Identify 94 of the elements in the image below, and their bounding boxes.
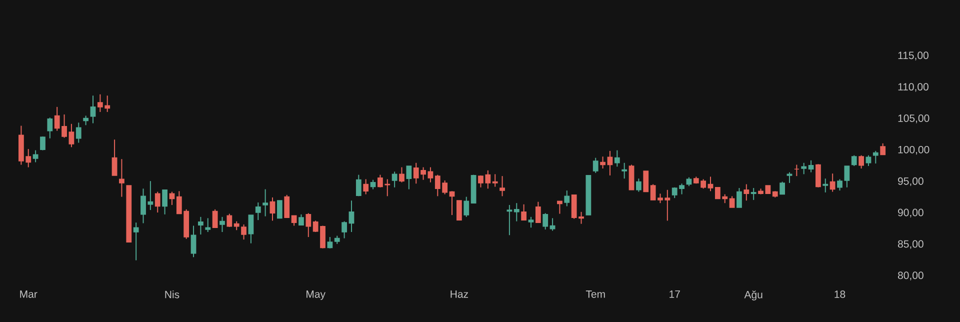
- candlestick: [356, 174, 362, 197]
- x-tick-label: 18: [834, 290, 846, 298]
- candlestick: [327, 236, 333, 249]
- candlestick: [370, 179, 376, 190]
- candlestick: [40, 136, 46, 151]
- x-tick-label: Mar: [20, 290, 38, 298]
- candlestick: [112, 139, 118, 176]
- candlestick: [564, 190, 570, 207]
- candlestick: [506, 204, 512, 236]
- candlestick: [348, 200, 354, 232]
- candlestick: [514, 202, 520, 222]
- candlestick: [83, 115, 89, 126]
- candlestick: [866, 154, 872, 166]
- candlestick: [262, 188, 268, 217]
- candlestick: [786, 172, 792, 184]
- candlestick: [342, 220, 348, 239]
- candlestick: [68, 123, 74, 148]
- candlestick: [32, 150, 38, 163]
- y-tick-label: 90,00: [898, 208, 924, 218]
- candlestick: [406, 166, 412, 190]
- candlestick: [729, 196, 735, 208]
- candlestick: [47, 117, 53, 139]
- candlestick: [550, 218, 556, 232]
- candlestick: [830, 173, 836, 192]
- candlestick: [607, 150, 613, 176]
- candlestick: [880, 142, 886, 156]
- x-tick-label: May: [306, 290, 326, 300]
- candlestick: [212, 208, 218, 228]
- candlestick: [750, 188, 756, 200]
- candlestick: [542, 212, 548, 230]
- y-tick-label: 95,00: [898, 177, 924, 186]
- candlestick: [858, 154, 864, 170]
- candlestick: [557, 200, 562, 214]
- candlestick: [248, 214, 254, 244]
- candlestick: [226, 213, 232, 228]
- candlestick: [306, 212, 312, 238]
- candlestick: [241, 224, 246, 240]
- candlestick: [614, 150, 620, 168]
- candlestick: [198, 216, 204, 236]
- candlestick: [808, 160, 814, 173]
- x-tick-label: Tem: [586, 290, 605, 298]
- candlestick: [622, 162, 628, 180]
- candlestick: [643, 170, 649, 192]
- candlestick: [399, 166, 404, 183]
- candlestick: [298, 214, 304, 226]
- candlestick: [736, 188, 742, 208]
- y-tick-label: 110,00: [898, 83, 928, 92]
- candlestick: [456, 200, 462, 220]
- candlestick: [270, 196, 276, 222]
- candlestick: [628, 164, 634, 190]
- candlestick: [822, 178, 828, 193]
- candlestick: [449, 190, 455, 216]
- candlestick: [392, 171, 398, 188]
- x-tick-label: Nis: [165, 290, 180, 298]
- candlestick: [636, 178, 642, 192]
- y-tick-label: 80,00: [898, 272, 924, 280]
- y-tick-label: 100,00: [898, 146, 930, 155]
- candlestick: [500, 176, 505, 197]
- candlestick: [600, 156, 606, 170]
- candlestick: [492, 174, 498, 188]
- x-tick-label: 17: [670, 290, 680, 298]
- candlestick: [76, 122, 82, 144]
- candlestick: [119, 158, 124, 198]
- candlestick: [255, 202, 261, 221]
- candlestick: [816, 164, 821, 188]
- candlestick: [190, 225, 196, 258]
- candlestick: [133, 222, 139, 261]
- y-tick-label: 85,00: [898, 240, 924, 249]
- candlestick: [535, 201, 541, 224]
- candlestick: [794, 164, 800, 177]
- x-tick-label: Haz: [450, 290, 468, 298]
- candlestick: [464, 196, 470, 218]
- candlestick: [801, 162, 807, 175]
- candlestick: [276, 200, 282, 219]
- candlestick: [428, 166, 434, 183]
- y-tick-label: 105,00: [898, 114, 930, 124]
- candlestick: [521, 204, 527, 221]
- candlestick: [284, 194, 290, 218]
- candlestick: [220, 216, 225, 232]
- candlestick: [154, 191, 160, 214]
- candlestick: [872, 150, 878, 164]
- candlestick: [708, 176, 714, 192]
- candlestick: [780, 181, 786, 195]
- candlestick: [162, 189, 168, 215]
- candlestick: [851, 154, 857, 166]
- candlestick: [291, 215, 297, 226]
- candlestick: [592, 157, 598, 174]
- y-tick-label: 115,00: [898, 52, 928, 60]
- candlestick: [744, 184, 750, 202]
- candlestick: [90, 95, 96, 124]
- x-tick-label: Ağu: [744, 290, 762, 300]
- candlestick: [205, 218, 211, 232]
- candlestick: [528, 216, 534, 228]
- candlestick: [363, 178, 369, 195]
